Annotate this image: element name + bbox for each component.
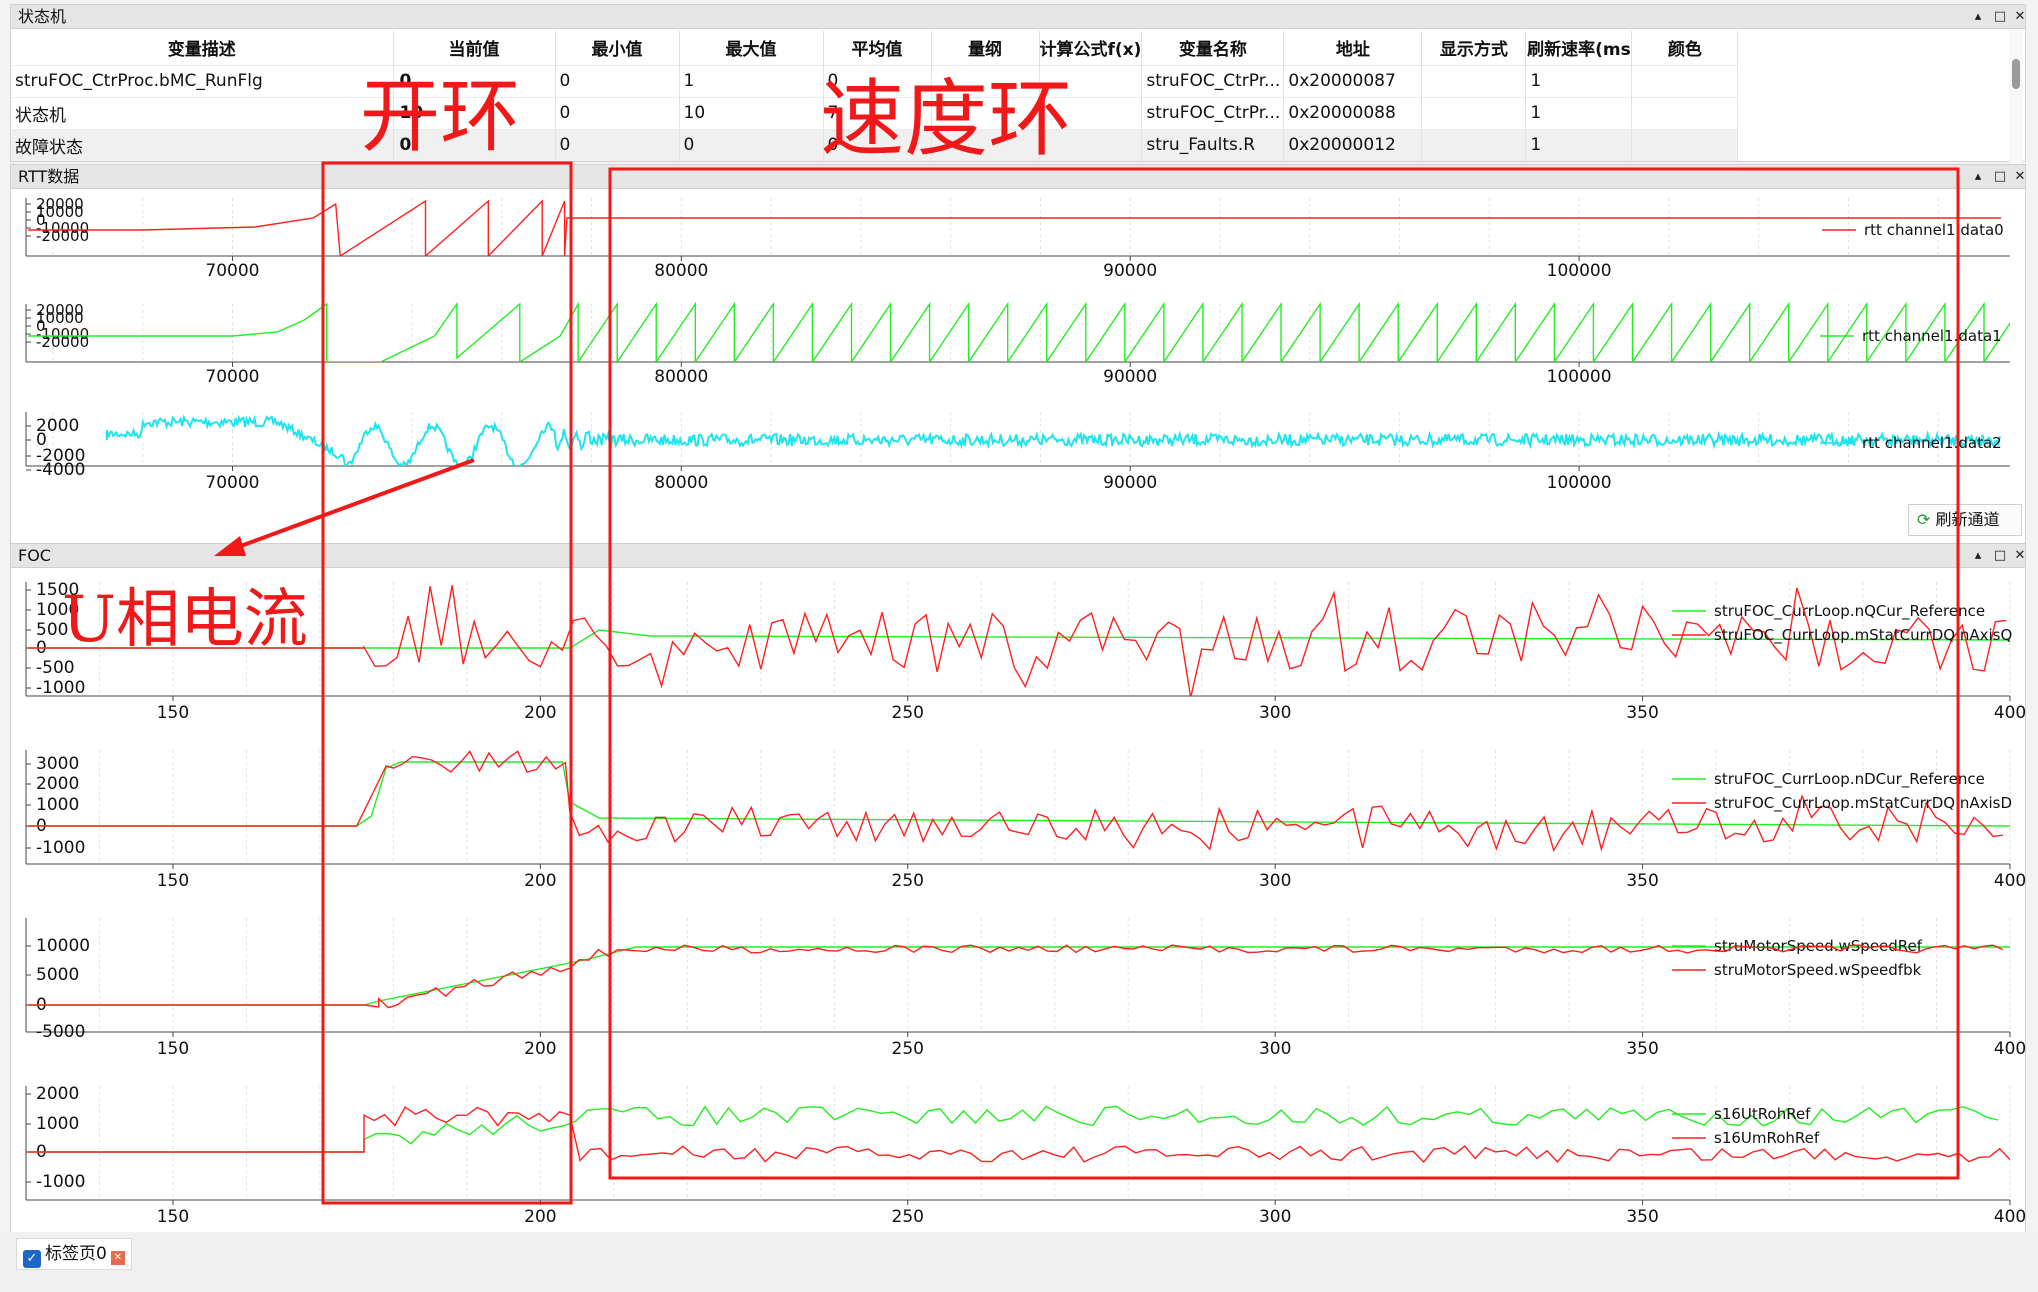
refresh-channel-button[interactable]: ⟳ 刷新通道 xyxy=(1908,504,2022,536)
cell[interactable] xyxy=(1421,128,1527,161)
column-header[interactable]: 最大值 xyxy=(679,31,824,65)
annotation-u-phase-current: U相电流 xyxy=(62,583,308,657)
cell[interactable] xyxy=(1631,64,1739,97)
close-icon[interactable]: ✕ xyxy=(2014,169,2026,184)
maximize-icon[interactable]: □ xyxy=(1993,548,2007,563)
cell[interactable]: 1 xyxy=(1525,96,1633,129)
cell[interactable]: struFOC_CtrPr... xyxy=(1141,96,1285,129)
cell[interactable]: struFOC_CtrPr... xyxy=(1141,64,1285,97)
cell[interactable]: struFOC_CtrProc.bMC_RunFlg xyxy=(11,64,394,97)
cell[interactable]: 0 xyxy=(555,128,680,161)
cell[interactable]: 0x20000012 xyxy=(1283,128,1423,161)
cell[interactable] xyxy=(931,96,1040,129)
cell[interactable] xyxy=(1039,96,1143,129)
column-header[interactable]: 刷新速率(ms xyxy=(1525,31,1633,65)
vertical-scrollbar[interactable] xyxy=(2009,31,2023,163)
column-header[interactable]: 量纲 xyxy=(931,31,1040,65)
column-header[interactable]: 最小值 xyxy=(555,31,680,65)
float-icon[interactable]: ▴ xyxy=(1974,548,1982,563)
close-tab-icon[interactable]: ✕ xyxy=(110,1251,125,1265)
cell[interactable]: 0 xyxy=(823,128,932,161)
cell[interactable]: 0 xyxy=(393,128,556,161)
cell[interactable]: 0 xyxy=(679,128,824,161)
foc-panel: FOC ▴ □ ✕ xyxy=(10,544,2026,1234)
cell[interactable]: 1 xyxy=(1525,128,1633,161)
cell[interactable] xyxy=(931,64,1040,97)
close-icon[interactable]: ✕ xyxy=(2014,9,2026,24)
cell[interactable] xyxy=(1421,96,1527,129)
tab-label: 标签页0 xyxy=(45,1244,107,1264)
state-panel-title: 状态机 xyxy=(11,5,2025,29)
cell[interactable]: 10 xyxy=(393,96,556,129)
foc-panel-title: FOC xyxy=(11,544,2025,568)
cell[interactable]: 0 xyxy=(555,96,680,129)
column-header[interactable]: 显示方式 xyxy=(1421,31,1527,65)
cell[interactable] xyxy=(1631,128,1739,161)
cell[interactable]: 1 xyxy=(679,64,824,97)
cell[interactable]: 故障状态 xyxy=(11,128,394,161)
column-header[interactable]: 计算公式f(x) xyxy=(1039,31,1143,65)
cell[interactable] xyxy=(1039,64,1143,97)
cell[interactable] xyxy=(1631,96,1739,129)
column-header[interactable]: 地址 xyxy=(1283,31,1423,65)
cell[interactable] xyxy=(1421,64,1527,97)
cell[interactable]: stru_Faults.R xyxy=(1141,128,1285,161)
table-row[interactable]: 故障状态 0 0 0 0 stru_Faults.R 0x20000012 1 xyxy=(11,128,1739,161)
refresh-label: 刷新通道 xyxy=(1935,510,2000,529)
bottom-tab-bar: ✓ 标签页0 ✕ xyxy=(0,1232,2038,1292)
cell[interactable]: 1 xyxy=(1525,64,1633,97)
cell[interactable]: 0 xyxy=(393,64,556,97)
cell[interactable]: 0 xyxy=(823,64,932,97)
rtt-panel: RTT数据 ▴ □ ✕ xyxy=(10,164,2026,544)
cell[interactable]: 0x20000087 xyxy=(1283,64,1423,97)
cell[interactable]: 0x20000088 xyxy=(1283,96,1423,129)
float-icon[interactable]: ▴ xyxy=(1974,169,1982,184)
variable-table: 变量描述 当前值 最小值 最大值 平均值 量纲 计算公式f(x) 变量名称 地址… xyxy=(11,31,1739,161)
refresh-icon: ⟳ xyxy=(1917,510,1931,529)
cell[interactable]: 0 xyxy=(555,64,680,97)
float-icon[interactable]: ▴ xyxy=(1974,9,1982,24)
column-header[interactable]: 变量描述 xyxy=(11,31,394,65)
table-row[interactable]: 状态机 10 0 10 7 struFOC_CtrPr... 0x2000008… xyxy=(11,96,1739,129)
scrollbar-thumb[interactable] xyxy=(2012,59,2020,89)
checkbox-icon[interactable]: ✓ xyxy=(23,1250,41,1268)
table-header-row: 变量描述 当前值 最小值 最大值 平均值 量纲 计算公式f(x) 变量名称 地址… xyxy=(11,31,1739,65)
state-machine-panel: 状态机 ▴ □ ✕ 变量描述 当前值 最小值 最大值 平均值 量纲 计算公式f(… xyxy=(10,4,2026,163)
cell[interactable]: 7 xyxy=(823,96,932,129)
annotation-open-loop: 开环 xyxy=(360,70,520,163)
cell[interactable] xyxy=(1039,128,1143,161)
maximize-icon[interactable]: □ xyxy=(1993,169,2007,184)
cell[interactable] xyxy=(931,128,1040,161)
tab-page0[interactable]: ✓ 标签页0 ✕ xyxy=(16,1238,132,1270)
cell[interactable]: 状态机 xyxy=(11,96,394,129)
column-header[interactable]: 颜色 xyxy=(1631,31,1739,65)
close-icon[interactable]: ✕ xyxy=(2014,548,2026,563)
maximize-icon[interactable]: □ xyxy=(1993,9,2007,24)
cell[interactable]: 10 xyxy=(679,96,824,129)
column-header[interactable]: 平均值 xyxy=(823,31,932,65)
annotation-speed-loop: 速度环 xyxy=(820,70,1073,168)
table-row[interactable]: struFOC_CtrProc.bMC_RunFlg 0 0 1 0 struF… xyxy=(11,64,1739,97)
column-header[interactable]: 变量名称 xyxy=(1141,31,1285,65)
column-header[interactable]: 当前值 xyxy=(393,31,556,65)
